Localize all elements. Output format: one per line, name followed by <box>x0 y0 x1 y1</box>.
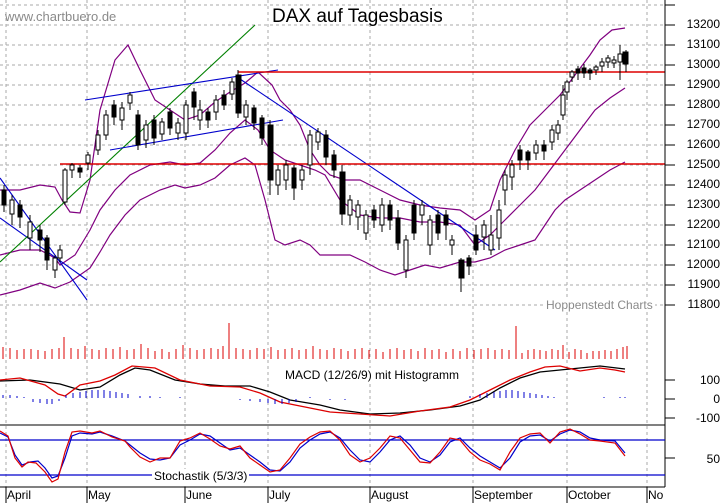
horizontal-gridlines <box>0 4 665 306</box>
price-tick: 11900 <box>687 277 720 291</box>
vertical-gridlines <box>5 0 648 487</box>
month-label: August <box>371 488 409 502</box>
price-tick: 12900 <box>686 77 720 91</box>
macd-tick: 100 <box>699 373 720 387</box>
x-axis-ticks <box>5 487 648 503</box>
support-lines <box>60 71 665 165</box>
stochastic-levels <box>0 439 665 476</box>
price-tick: 12300 <box>686 197 720 211</box>
macd-lines <box>0 365 626 417</box>
stoch-tick: 50 <box>706 452 720 466</box>
month-label: October <box>568 488 611 502</box>
price-tick: 12500 <box>686 157 720 171</box>
macd-tick: 0 <box>713 392 720 406</box>
month-label: April <box>7 488 32 502</box>
price-tick: 12000 <box>686 257 720 271</box>
price-tick: 13100 <box>686 37 720 51</box>
price-tick: 12100 <box>686 237 720 251</box>
month-label: September <box>474 488 533 502</box>
trendlines <box>0 24 496 301</box>
price-tick: 12600 <box>686 137 720 151</box>
month-label: June <box>186 488 213 502</box>
month-label: May <box>88 488 111 502</box>
credit-label: Hoppenstedt Charts <box>544 298 655 312</box>
price-tick: 12200 <box>686 217 720 231</box>
price-axis-ticks <box>665 4 675 459</box>
bollinger-bands <box>0 27 626 296</box>
macd-label: MACD (12/26/9) mit Histogramm <box>283 368 462 382</box>
candles <box>1 45 629 292</box>
macd-histogram <box>2 390 626 404</box>
stochastic-label: Stochastik (5/3/3) <box>152 469 250 483</box>
price-tick: 12400 <box>686 177 720 191</box>
watermark: www.chartbuero.de <box>5 9 117 24</box>
axis-frames <box>0 0 666 488</box>
month-label: No <box>648 488 664 502</box>
macd-tick: -100 <box>695 411 720 425</box>
price-tick: 12800 <box>686 97 720 111</box>
volume-bars <box>2 323 628 359</box>
chart-title: DAX auf Tagesbasis <box>272 6 443 27</box>
stochastic-lines <box>0 428 626 483</box>
price-tick: 13000 <box>686 57 720 71</box>
month-label: July <box>269 488 291 502</box>
price-tick: 11800 <box>687 297 720 311</box>
price-tick: 12700 <box>686 117 720 131</box>
price-tick: 13200 <box>686 17 720 31</box>
